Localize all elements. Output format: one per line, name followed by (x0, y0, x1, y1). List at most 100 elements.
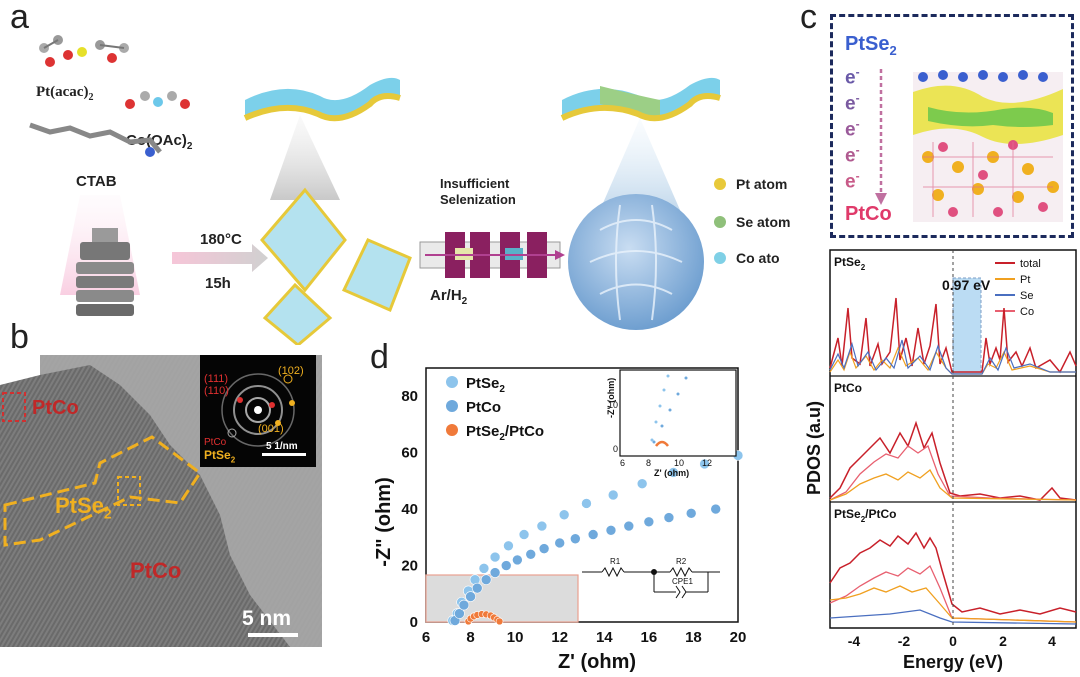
scale-bar (248, 633, 298, 637)
electron-3-sup: - (855, 117, 860, 131)
pdos-xtick-5: 4 (1048, 633, 1056, 649)
pdos-title-3-main: PtSe (834, 507, 861, 521)
pdos-xtick-3: 0 (949, 633, 957, 649)
fft-legend-ptse2-sub: 2 (230, 455, 236, 465)
fft-111: (111) (204, 373, 229, 385)
data-point-series-0 (503, 540, 514, 552)
pdos-trace-ptco-total (829, 420, 1077, 501)
inset-ytick-1: 0 (613, 444, 618, 454)
inset-ytick-2: 10 (608, 400, 618, 410)
scale-bar-label: 5 nm (242, 607, 292, 630)
step-title-2: Selenization (440, 192, 516, 207)
nyquist-xlabel: Z' (ohm) (558, 651, 636, 672)
data-point-series-1 (489, 567, 501, 578)
crystal-label-ptse2-text: PtSe (845, 33, 890, 55)
ptse2-roi (117, 476, 141, 506)
circuit-r1: R1 (610, 557, 621, 566)
pdos-title-1-main: PtSe (834, 255, 861, 269)
data-point-series-1 (663, 512, 675, 523)
y-tick-20: 20 (401, 558, 418, 575)
data-point-series-0 (478, 563, 490, 574)
molecule-co-oac (125, 91, 190, 109)
data-point-series-1 (458, 599, 470, 611)
fft-001: (001) (258, 423, 284, 435)
circuit-cpe: CPE1 (672, 577, 693, 586)
data-point-series-0 (518, 529, 530, 540)
pdos-ylabel: PDOS (a.u) (804, 401, 824, 495)
pdos-chart: PDOS (a.u) 0.97 eV PtSe2 PtCo PtSe2/PtCo… (804, 249, 1077, 672)
fft-102: (102) (278, 365, 304, 377)
y-tick-60: 60 (401, 445, 418, 462)
label-ptco-top: PtCo (32, 397, 79, 419)
data-point-series-1 (480, 574, 492, 585)
crystal-label-ptse2-sub: 2 (889, 43, 897, 58)
circuit-r2: R2 (676, 557, 687, 566)
y-tick-0: 0 (410, 614, 418, 631)
data-point-series-2 (495, 617, 504, 626)
electron-4-sup: - (855, 143, 860, 157)
tem-image: PtCo PtSe2 PtCo 5 nm (111) (110) (102) (… (0, 355, 322, 647)
octahedron-icon (260, 187, 412, 345)
data-point-series-0 (536, 520, 548, 532)
pdos-trace-hetero-total (829, 531, 1077, 615)
data-point-series-0 (699, 458, 710, 470)
fft-inset: (111) (110) (102) (001) PtCo PtSe2 5 1/n… (200, 355, 316, 467)
pdos-legend-total: total (1020, 258, 1041, 270)
fft-legend-ptse2: PtSe2 (204, 448, 235, 464)
svg-text:Pt(acac)2: Pt(acac)2 (36, 84, 93, 103)
data-point-series-1 (512, 554, 523, 566)
pdos-xlabel: Energy (eV) (903, 652, 1003, 672)
surfactant-label: CTAB (76, 173, 117, 190)
data-point-series-0 (607, 489, 619, 501)
precursor-co: Co(OAc) (126, 132, 187, 149)
inset-xtick-3: 10 (674, 458, 684, 468)
reaction-arrow (172, 244, 268, 272)
pdos-xtick-2: -2 (898, 633, 911, 649)
electron-4: e- (845, 143, 860, 167)
crystal-structure-icon (913, 70, 1063, 222)
data-point-series-1 (587, 529, 599, 540)
precursor-pt-sub: 2 (88, 92, 93, 103)
panel-label-b: b (10, 318, 29, 356)
nyquist-inset: -Z" (ohm) Z' (ohm) 6 8 10 12 0 10 (606, 369, 737, 478)
electron-3: e- (845, 117, 860, 141)
data-point-series-1 (570, 533, 581, 545)
ptse2-region (3, 435, 203, 547)
molecule-ctab (29, 122, 162, 157)
legend-ptse2: PtSe2 (466, 375, 505, 395)
pdos-xtick-4: 2 (999, 633, 1007, 649)
label-ptse2: PtSe2 (55, 493, 112, 521)
data-point-series-1 (538, 543, 550, 554)
band-gap-label: 0.97 eV (942, 277, 991, 293)
panel-label-c: c (800, 0, 817, 36)
x-tick-12: 12 (551, 629, 568, 646)
panel-label-a: a (10, 0, 29, 36)
panel-a-schematic: Pt(acac)2 Co(OAc)2 CTAB 180°C 15h Insuff (29, 35, 790, 345)
pdos-trace-hetero-co (829, 564, 1077, 623)
data-point-series-0 (581, 498, 592, 509)
electron-1-text: e (845, 67, 856, 89)
svg-text:Ar/H2: Ar/H2 (430, 287, 468, 307)
legend-ptse2-ptco: PtSe2/PtCo (466, 423, 544, 443)
data-point-series-1 (605, 524, 617, 536)
crystal-label-ptco: PtCo (845, 203, 892, 225)
pdos-trace-hetero-pt (829, 585, 1077, 623)
fft-legend-ptco: PtCo (204, 437, 227, 448)
x-tick-20: 20 (730, 629, 747, 646)
gas-sub: 2 (462, 296, 468, 307)
molecule-pt-acac (39, 35, 129, 67)
x-tick-16: 16 (641, 629, 658, 646)
pdos-legend-se: Se (1020, 290, 1033, 302)
fft-legend-ptse2-text: PtSe (204, 448, 231, 462)
inset-xtick-4: 12 (702, 458, 712, 468)
fft-110: (110) (204, 385, 229, 397)
precursor-co-sub: 2 (187, 141, 193, 152)
data-point-series-1 (623, 520, 635, 532)
precursor-pt: Pt(acac) (36, 84, 88, 100)
pdos-xtick-1: -4 (848, 633, 861, 649)
data-point-series-0 (489, 551, 501, 563)
inset-xtick-1: 6 (620, 458, 625, 468)
data-point-series-1 (471, 582, 483, 594)
legend-ptco: PtCo (466, 399, 501, 416)
tube-furnace-icon (419, 232, 565, 278)
